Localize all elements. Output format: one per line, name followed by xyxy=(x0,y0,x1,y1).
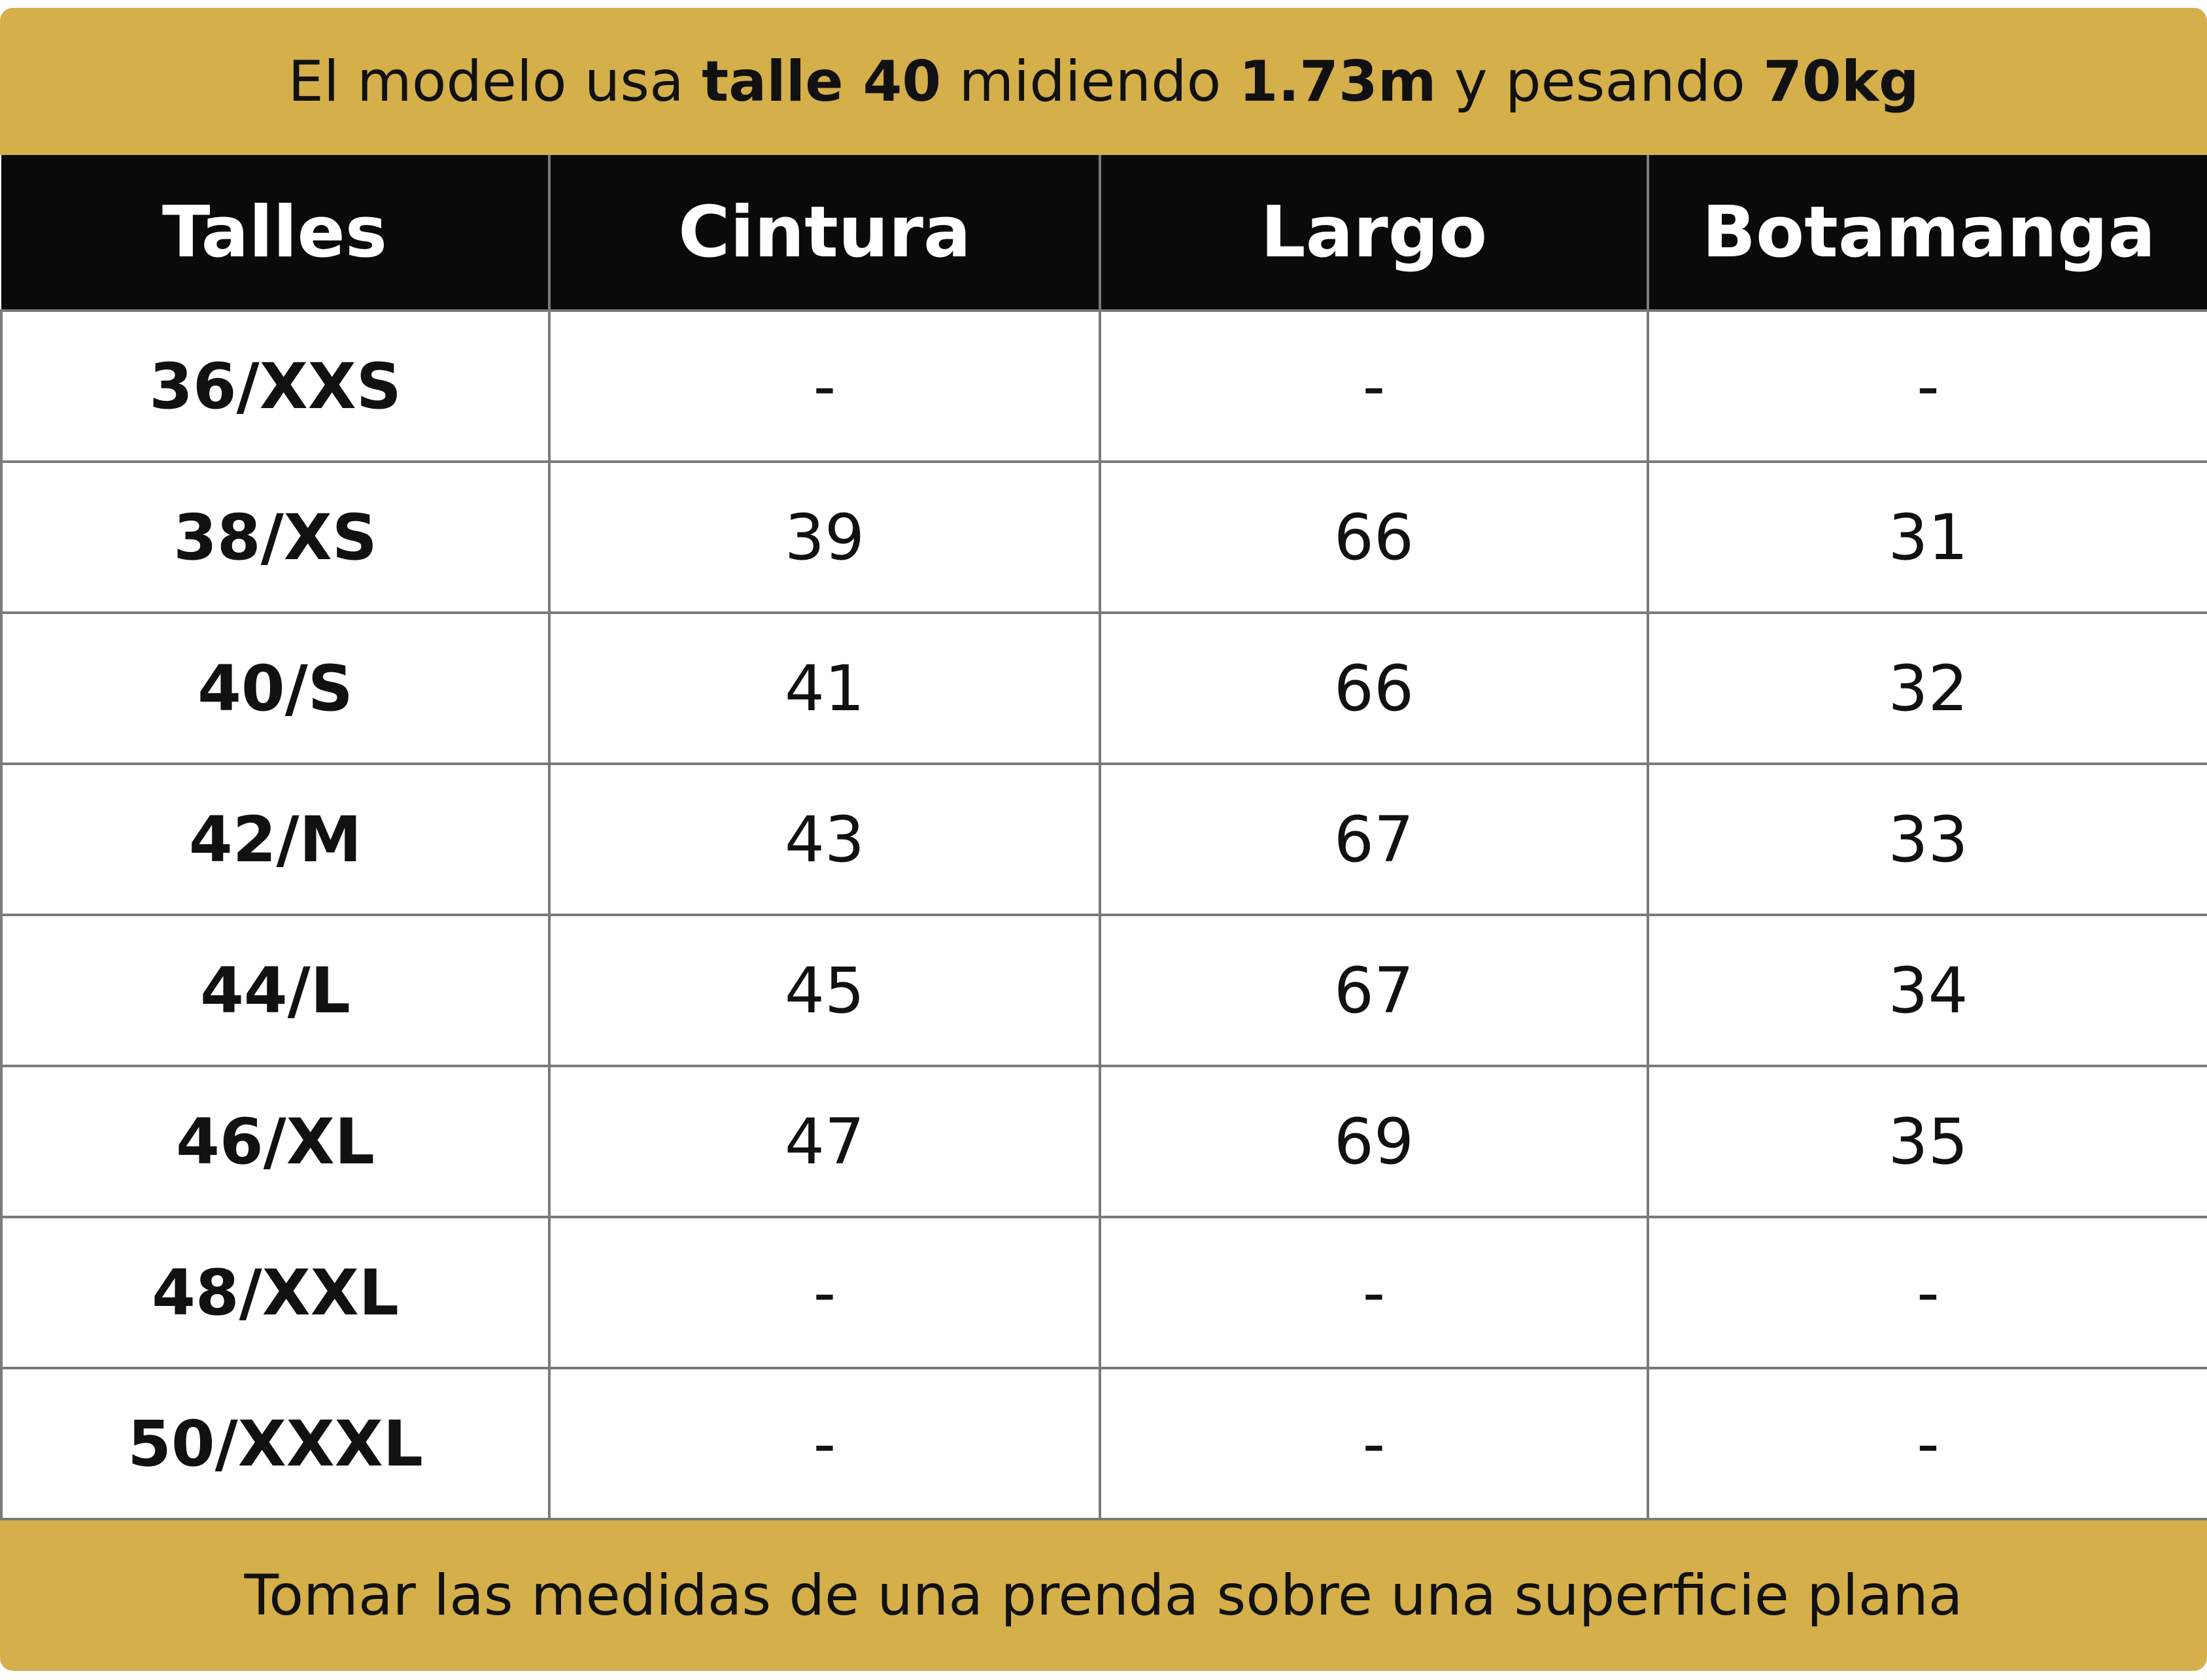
cintura-cell: 41 xyxy=(548,611,1101,765)
botamanga-cell: 31 xyxy=(1647,460,2207,614)
cintura-cell: 47 xyxy=(548,1065,1101,1218)
largo-cell: 66 xyxy=(1099,460,1649,614)
model-info-text-1: El modelo usa xyxy=(288,48,702,114)
botamanga-cell: 35 xyxy=(1647,1065,2207,1218)
size-cell: 36/XXS xyxy=(0,309,551,463)
table-row: 46/XL 47 69 35 xyxy=(0,1065,2207,1218)
table-row: 36/XXS - - - xyxy=(0,309,2207,463)
table-row: 50/XXXL - - - xyxy=(0,1367,2207,1520)
largo-cell: - xyxy=(1099,1367,1649,1520)
table-row: 40/S 41 66 32 xyxy=(0,611,2207,765)
measuring-note-text: Tomar las medidas de una prenda sobre un… xyxy=(244,1563,1963,1628)
botamanga-cell: - xyxy=(1647,1216,2207,1369)
table-row: 44/L 45 67 34 xyxy=(0,914,2207,1067)
size-table: Talles Cintura Largo Botamanga 36/XXS - … xyxy=(0,155,2207,1520)
model-height: 1.73m xyxy=(1239,48,1437,114)
size-cell: 50/XXXL xyxy=(0,1367,551,1520)
table-row: 42/M 43 67 33 xyxy=(0,763,2207,916)
botamanga-cell: 33 xyxy=(1647,763,2207,916)
largo-cell: 67 xyxy=(1099,914,1649,1067)
botamanga-cell: 32 xyxy=(1647,611,2207,765)
largo-cell: 66 xyxy=(1099,611,1649,765)
table-row: 48/XXL - - - xyxy=(0,1216,2207,1369)
size-cell: 42/M xyxy=(0,763,551,916)
model-weight: 70kg xyxy=(1763,48,1919,114)
column-header-botamanga: Botamanga xyxy=(1647,155,2207,311)
measuring-note-banner: Tomar las medidas de una prenda sobre un… xyxy=(0,1520,2207,1671)
model-info-banner: El modelo usa talle 40 midiendo 1.73m y … xyxy=(0,8,2207,155)
size-cell: 44/L xyxy=(0,914,551,1067)
size-cell: 40/S xyxy=(0,611,551,765)
cintura-cell: - xyxy=(548,309,1101,463)
cintura-cell: 43 xyxy=(548,763,1101,916)
column-header-talles: Talles xyxy=(1,155,551,311)
table-row: 38/XS 39 66 31 xyxy=(0,460,2207,614)
model-info-text-3: y pesando xyxy=(1436,48,1764,114)
largo-cell: - xyxy=(1099,309,1649,463)
model-size: talle 40 xyxy=(702,48,942,114)
botamanga-cell: 34 xyxy=(1647,914,2207,1067)
botamanga-cell: - xyxy=(1647,1367,2207,1520)
cintura-cell: 39 xyxy=(548,460,1101,614)
size-cell: 38/XS xyxy=(0,460,551,614)
column-header-cintura: Cintura xyxy=(548,155,1101,311)
size-cell: 48/XXL xyxy=(0,1216,551,1369)
largo-cell: - xyxy=(1099,1216,1649,1369)
model-info-text-2: midiendo xyxy=(941,48,1239,114)
cintura-cell: - xyxy=(548,1367,1101,1520)
size-cell: 46/XL xyxy=(0,1065,551,1218)
cintura-cell: 45 xyxy=(548,914,1101,1067)
botamanga-cell: - xyxy=(1647,309,2207,463)
column-header-largo: Largo xyxy=(1099,155,1649,311)
largo-cell: 69 xyxy=(1099,1065,1649,1218)
table-header-row: Talles Cintura Largo Botamanga xyxy=(1,155,2207,311)
largo-cell: 67 xyxy=(1099,763,1649,916)
cintura-cell: - xyxy=(548,1216,1101,1369)
